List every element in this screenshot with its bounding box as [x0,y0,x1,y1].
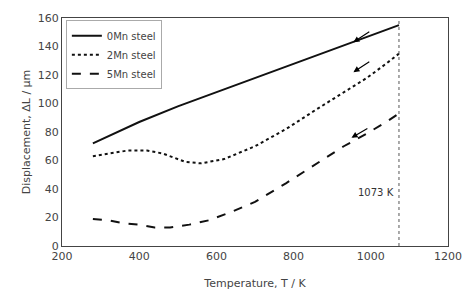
svg-text:20: 20 [45,211,59,224]
svg-text:5Mn steel: 5Mn steel [107,69,156,80]
svg-text:600: 600 [206,250,227,263]
svg-text:120: 120 [38,69,59,82]
svg-text:200: 200 [52,250,73,263]
svg-text:60: 60 [45,154,59,167]
svg-text:100: 100 [38,97,59,110]
svg-text:2Mn steel: 2Mn steel [107,50,156,61]
svg-text:140: 140 [38,40,59,53]
svg-text:160: 160 [38,12,59,25]
svg-text:800: 800 [283,250,304,263]
svg-text:Displacement, ΔL / μm: Displacement, ΔL / μm [20,70,33,195]
svg-text:80: 80 [45,126,59,139]
svg-text:1200: 1200 [434,250,462,263]
svg-text:1073 K: 1073 K [358,187,394,198]
svg-text:1000: 1000 [357,250,385,263]
svg-text:400: 400 [129,250,150,263]
svg-text:40: 40 [45,183,59,196]
svg-text:Temperature, T / K: Temperature, T / K [203,277,306,290]
svg-text:0: 0 [52,240,59,253]
svg-text:0Mn steel: 0Mn steel [107,31,156,42]
